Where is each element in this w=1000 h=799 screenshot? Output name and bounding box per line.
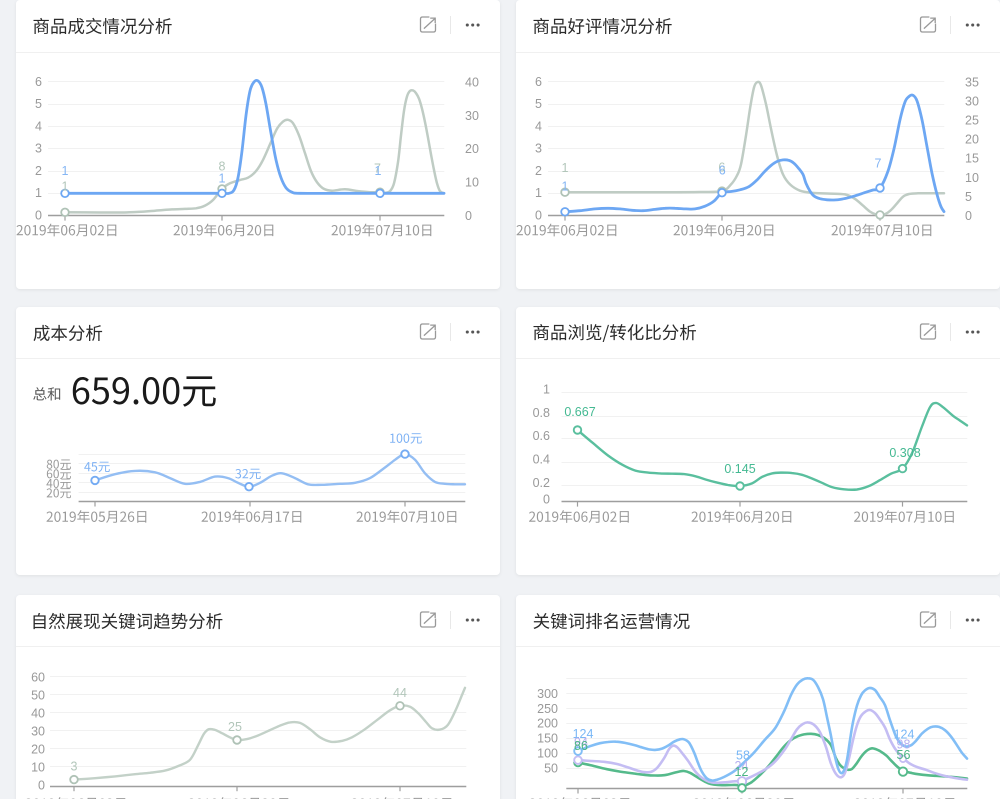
svg-text:0: 0 <box>465 209 472 223</box>
svg-text:0: 0 <box>543 492 550 506</box>
svg-text:1: 1 <box>219 171 226 185</box>
svg-text:58: 58 <box>736 748 750 762</box>
svg-text:20: 20 <box>965 133 979 147</box>
svg-text:0.2: 0.2 <box>533 476 550 490</box>
svg-text:300: 300 <box>537 687 558 701</box>
svg-text:0.308: 0.308 <box>889 446 920 460</box>
svg-text:94: 94 <box>574 735 588 749</box>
svg-text:0.145: 0.145 <box>724 462 755 476</box>
svg-text:1: 1 <box>62 164 69 178</box>
svg-text:1: 1 <box>562 161 569 175</box>
svg-text:5: 5 <box>965 190 972 204</box>
svg-text:30: 30 <box>465 109 479 123</box>
svg-text:3: 3 <box>71 759 78 773</box>
svg-text:35: 35 <box>965 75 979 89</box>
svg-text:0: 0 <box>38 778 45 792</box>
svg-text:3: 3 <box>535 142 542 156</box>
svg-text:4: 4 <box>35 119 42 133</box>
svg-text:7: 7 <box>875 156 882 170</box>
svg-text:124: 124 <box>573 727 594 741</box>
svg-text:0: 0 <box>535 208 542 222</box>
svg-text:40: 40 <box>465 75 479 89</box>
svg-text:25: 25 <box>965 114 979 128</box>
svg-text:5: 5 <box>35 97 42 111</box>
svg-text:10: 10 <box>965 171 979 185</box>
svg-text:0.4: 0.4 <box>533 453 550 467</box>
svg-text:200: 200 <box>537 717 558 731</box>
svg-text:8: 8 <box>219 159 226 173</box>
svg-text:150: 150 <box>537 732 558 746</box>
svg-text:6: 6 <box>719 163 726 177</box>
svg-text:7: 7 <box>374 161 381 175</box>
svg-text:86: 86 <box>574 739 588 753</box>
svg-text:5: 5 <box>535 97 542 111</box>
svg-text:30: 30 <box>31 724 45 738</box>
svg-text:10: 10 <box>31 760 45 774</box>
svg-text:6: 6 <box>35 75 42 89</box>
svg-text:20: 20 <box>465 142 479 156</box>
svg-text:10: 10 <box>465 176 479 190</box>
svg-text:25: 25 <box>228 720 242 734</box>
svg-text:1: 1 <box>375 164 382 178</box>
svg-text:1: 1 <box>543 383 550 397</box>
svg-text:0.6: 0.6 <box>533 429 550 443</box>
svg-text:40: 40 <box>31 706 45 720</box>
svg-text:30: 30 <box>965 94 979 108</box>
svg-text:50: 50 <box>544 761 558 775</box>
svg-text:0.8: 0.8 <box>533 406 550 420</box>
svg-text:250: 250 <box>537 702 558 716</box>
svg-text:20: 20 <box>31 742 45 756</box>
svg-text:2: 2 <box>535 164 542 178</box>
svg-text:12: 12 <box>735 765 749 779</box>
svg-text:1: 1 <box>535 186 542 200</box>
svg-text:100: 100 <box>537 746 558 760</box>
svg-text:6: 6 <box>718 161 725 175</box>
svg-text:4: 4 <box>535 119 542 133</box>
svg-text:1: 1 <box>35 186 42 200</box>
svg-text:0: 0 <box>35 208 42 222</box>
svg-text:15: 15 <box>965 152 979 166</box>
svg-text:3: 3 <box>35 142 42 156</box>
svg-text:0.667: 0.667 <box>564 405 595 419</box>
svg-text:24: 24 <box>735 759 749 773</box>
svg-text:1: 1 <box>562 179 569 193</box>
svg-text:1: 1 <box>62 179 69 193</box>
svg-text:0: 0 <box>965 209 972 223</box>
svg-text:124: 124 <box>894 727 915 741</box>
svg-text:44: 44 <box>393 686 407 700</box>
svg-text:60: 60 <box>31 670 45 684</box>
svg-text:50: 50 <box>31 688 45 702</box>
svg-text:98: 98 <box>897 737 911 751</box>
svg-text:56: 56 <box>897 748 911 762</box>
svg-text:6: 6 <box>535 75 542 89</box>
svg-text:2: 2 <box>35 164 42 178</box>
